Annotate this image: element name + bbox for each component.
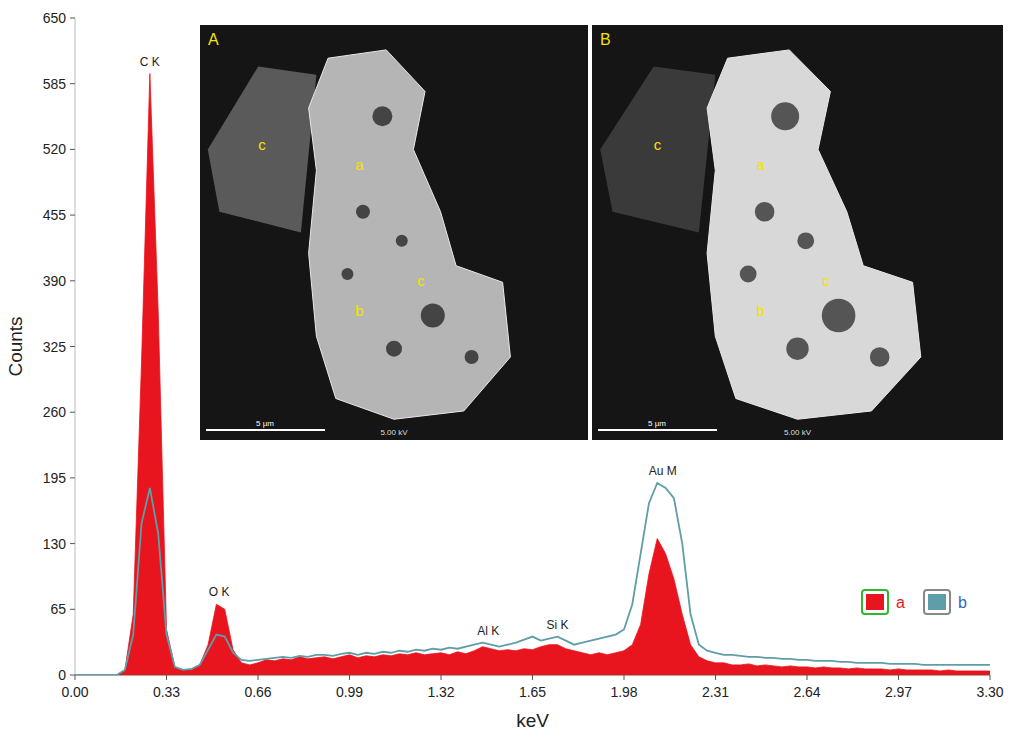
- pore: [797, 232, 814, 249]
- scale-bar: [206, 429, 325, 431]
- pore: [356, 205, 370, 219]
- sem-image: Bc a b c 5 µm 5.00 kV: [592, 25, 1003, 440]
- crystal: [600, 67, 715, 233]
- pore: [341, 268, 353, 280]
- pore: [386, 341, 402, 357]
- peak-label: O K: [209, 585, 230, 599]
- chart: 0.00 0.33 0.66 0.99 1.32 1.65 1.98 2.31 2.64 2.97…: [0, 0, 1020, 745]
- y-tick: [70, 346, 75, 347]
- legend-box: [924, 590, 950, 614]
- x-tick-label: 3.30: [976, 684, 1003, 700]
- region-marker: c: [417, 272, 425, 289]
- y-tick: [70, 543, 75, 544]
- region-marker: a: [756, 156, 765, 173]
- legend-box: [862, 590, 888, 614]
- y-tick-label: 455: [43, 207, 67, 223]
- series-line: [75, 483, 990, 675]
- x-tick-label: 1.32: [427, 684, 454, 700]
- x-tick-label: 1.65: [519, 684, 546, 700]
- peak-label: Si K: [546, 618, 568, 632]
- panel-letter: A: [208, 31, 219, 48]
- y-tick: [70, 149, 75, 150]
- legend-label: a: [896, 594, 905, 611]
- x-tick-label: 2.97: [885, 684, 912, 700]
- sem-image: Ac a b c 5 µm 5.00 kV: [200, 25, 588, 440]
- x-tick: [441, 675, 442, 680]
- y-tick: [70, 83, 75, 84]
- region-marker: c: [258, 136, 266, 153]
- y-tick-label: 130: [43, 536, 67, 552]
- pore: [396, 235, 408, 247]
- region-marker: c: [822, 272, 830, 289]
- y-tick: [70, 675, 75, 676]
- x-tick: [75, 675, 76, 680]
- x-tick: [258, 675, 259, 680]
- x-tick: [532, 675, 533, 680]
- y-tick: [70, 215, 75, 216]
- y-tick-label: 650: [43, 10, 67, 26]
- x-tick: [715, 675, 716, 680]
- x-tick: [166, 675, 167, 680]
- x-tick-label: 2.64: [793, 684, 820, 700]
- scale-bar-label: 5 µm: [256, 419, 274, 428]
- pore: [465, 350, 479, 364]
- pore: [372, 106, 392, 126]
- legend: ab: [862, 590, 967, 614]
- pore: [755, 202, 775, 222]
- pore: [421, 304, 445, 328]
- x-tick: [898, 675, 899, 680]
- y-tick-label: 260: [43, 404, 67, 420]
- peak-label: C K: [140, 55, 160, 69]
- x-tick-label: 1.98: [610, 684, 637, 700]
- pore: [771, 102, 799, 130]
- scale-bar: [598, 429, 717, 431]
- y-axis-title: Counts: [5, 316, 26, 376]
- panel-letter: B: [600, 31, 611, 48]
- y-tick: [70, 18, 75, 19]
- x-tick-label: 2.31: [702, 684, 729, 700]
- legend-swatch: [866, 594, 884, 610]
- y-tick-label: 325: [43, 339, 67, 355]
- peak-label: Al K: [477, 624, 499, 638]
- x-tick-label: 0.99: [336, 684, 363, 700]
- x-tick: [990, 675, 991, 680]
- peak-label: Au M: [649, 464, 677, 478]
- x-tick-label: 0.00: [61, 684, 88, 700]
- x-tick: [624, 675, 625, 680]
- pore: [870, 347, 890, 367]
- scale-bar-label: 5 µm: [648, 419, 666, 428]
- crystal: [208, 67, 317, 233]
- y-tick-label: 0: [58, 667, 66, 683]
- y-tick-label: 390: [43, 273, 67, 289]
- pore: [786, 338, 808, 360]
- x-tick-label: 0.33: [153, 684, 180, 700]
- image-ground: [592, 25, 1003, 440]
- pore: [822, 299, 856, 333]
- pore: [740, 266, 757, 283]
- image-ground: [200, 25, 588, 440]
- y-tick-label: 585: [43, 76, 67, 92]
- voltage-label: 5.00 kV: [380, 428, 408, 437]
- background: [0, 0, 1020, 745]
- particle: [707, 50, 921, 419]
- x-axis-title: keV: [516, 710, 549, 731]
- particle: [309, 50, 511, 419]
- region-marker: b: [756, 302, 764, 319]
- y-tick: [70, 609, 75, 610]
- y-tick: [70, 412, 75, 413]
- y-tick-label: 520: [43, 141, 67, 157]
- x-tick: [807, 675, 808, 680]
- y-tick: [70, 477, 75, 478]
- region-marker: b: [355, 302, 363, 319]
- x-tick: [349, 675, 350, 680]
- voltage-label: 5.00 kV: [784, 428, 812, 437]
- region-marker: a: [355, 156, 364, 173]
- region-marker: c: [654, 136, 662, 153]
- x-tick-label: 0.66: [244, 684, 271, 700]
- y-tick: [70, 280, 75, 281]
- y-tick-label: 65: [50, 601, 66, 617]
- legend-swatch: [928, 594, 946, 610]
- legend-label: b: [958, 594, 967, 611]
- y-tick-label: 195: [43, 470, 67, 486]
